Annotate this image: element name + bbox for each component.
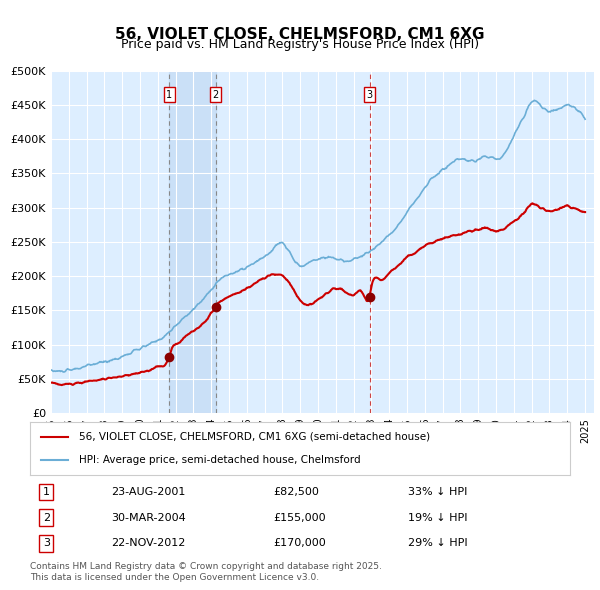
Text: Contains HM Land Registry data © Crown copyright and database right 2025.
This d: Contains HM Land Registry data © Crown c…: [30, 562, 382, 582]
Text: £155,000: £155,000: [273, 513, 326, 523]
Text: 29% ↓ HPI: 29% ↓ HPI: [408, 539, 467, 548]
Text: 1: 1: [43, 487, 50, 497]
Text: 30-MAR-2004: 30-MAR-2004: [111, 513, 186, 523]
Text: Price paid vs. HM Land Registry's House Price Index (HPI): Price paid vs. HM Land Registry's House …: [121, 38, 479, 51]
Text: 2: 2: [212, 90, 219, 100]
Text: £170,000: £170,000: [273, 539, 326, 548]
Text: 23-AUG-2001: 23-AUG-2001: [111, 487, 185, 497]
Text: 56, VIOLET CLOSE, CHELMSFORD, CM1 6XG (semi-detached house): 56, VIOLET CLOSE, CHELMSFORD, CM1 6XG (s…: [79, 432, 430, 442]
Text: 56, VIOLET CLOSE, CHELMSFORD, CM1 6XG: 56, VIOLET CLOSE, CHELMSFORD, CM1 6XG: [115, 27, 485, 41]
Text: 1: 1: [166, 90, 172, 100]
Text: 3: 3: [367, 90, 373, 100]
Text: £82,500: £82,500: [273, 487, 319, 497]
Text: HPI: Average price, semi-detached house, Chelmsford: HPI: Average price, semi-detached house,…: [79, 455, 360, 465]
Text: 3: 3: [43, 539, 50, 548]
Bar: [169, 71, 215, 413]
Text: 2: 2: [43, 513, 50, 523]
Text: 33% ↓ HPI: 33% ↓ HPI: [408, 487, 467, 497]
Text: 19% ↓ HPI: 19% ↓ HPI: [408, 513, 467, 523]
Text: 22-NOV-2012: 22-NOV-2012: [111, 539, 185, 548]
